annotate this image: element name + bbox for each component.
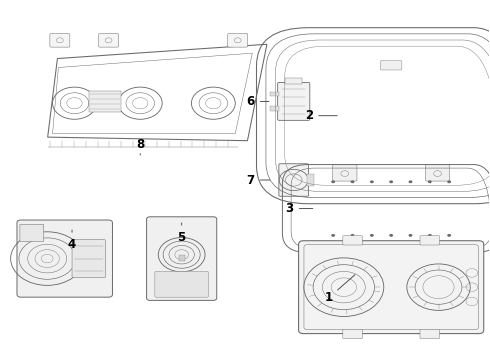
Bar bbox=[285, 78, 302, 84]
Circle shape bbox=[389, 180, 393, 183]
Text: 3: 3 bbox=[286, 202, 313, 215]
Circle shape bbox=[447, 180, 451, 183]
FancyBboxPatch shape bbox=[380, 61, 402, 70]
FancyBboxPatch shape bbox=[420, 329, 440, 339]
Text: 7: 7 bbox=[246, 174, 270, 186]
Text: 8: 8 bbox=[136, 138, 145, 155]
Circle shape bbox=[350, 180, 354, 183]
Text: 4: 4 bbox=[68, 230, 76, 251]
Circle shape bbox=[370, 234, 374, 237]
Text: 6: 6 bbox=[246, 95, 269, 108]
FancyBboxPatch shape bbox=[50, 33, 70, 47]
Circle shape bbox=[428, 234, 432, 237]
Circle shape bbox=[428, 180, 432, 183]
Circle shape bbox=[350, 234, 354, 237]
FancyBboxPatch shape bbox=[343, 329, 362, 339]
FancyBboxPatch shape bbox=[147, 217, 217, 300]
Circle shape bbox=[389, 234, 393, 237]
FancyBboxPatch shape bbox=[278, 82, 310, 120]
FancyBboxPatch shape bbox=[155, 271, 208, 297]
Text: 5: 5 bbox=[177, 223, 186, 244]
Bar bbox=[270, 107, 279, 111]
FancyBboxPatch shape bbox=[228, 33, 247, 47]
Circle shape bbox=[447, 234, 451, 237]
Circle shape bbox=[370, 180, 374, 183]
FancyBboxPatch shape bbox=[298, 241, 484, 334]
Circle shape bbox=[409, 180, 413, 183]
FancyBboxPatch shape bbox=[333, 165, 357, 181]
Text: 1: 1 bbox=[324, 275, 355, 305]
FancyBboxPatch shape bbox=[343, 236, 362, 245]
FancyBboxPatch shape bbox=[420, 236, 440, 245]
FancyBboxPatch shape bbox=[98, 33, 119, 47]
Bar bbox=[89, 91, 121, 112]
Bar bbox=[270, 92, 279, 96]
FancyBboxPatch shape bbox=[17, 220, 113, 297]
Circle shape bbox=[331, 234, 335, 237]
Bar bbox=[179, 255, 185, 261]
Circle shape bbox=[409, 234, 413, 237]
Text: 2: 2 bbox=[305, 109, 337, 122]
FancyBboxPatch shape bbox=[72, 240, 106, 278]
Circle shape bbox=[331, 180, 335, 183]
FancyBboxPatch shape bbox=[425, 165, 450, 181]
FancyBboxPatch shape bbox=[279, 164, 309, 196]
FancyBboxPatch shape bbox=[20, 224, 44, 242]
Bar bbox=[307, 174, 315, 186]
